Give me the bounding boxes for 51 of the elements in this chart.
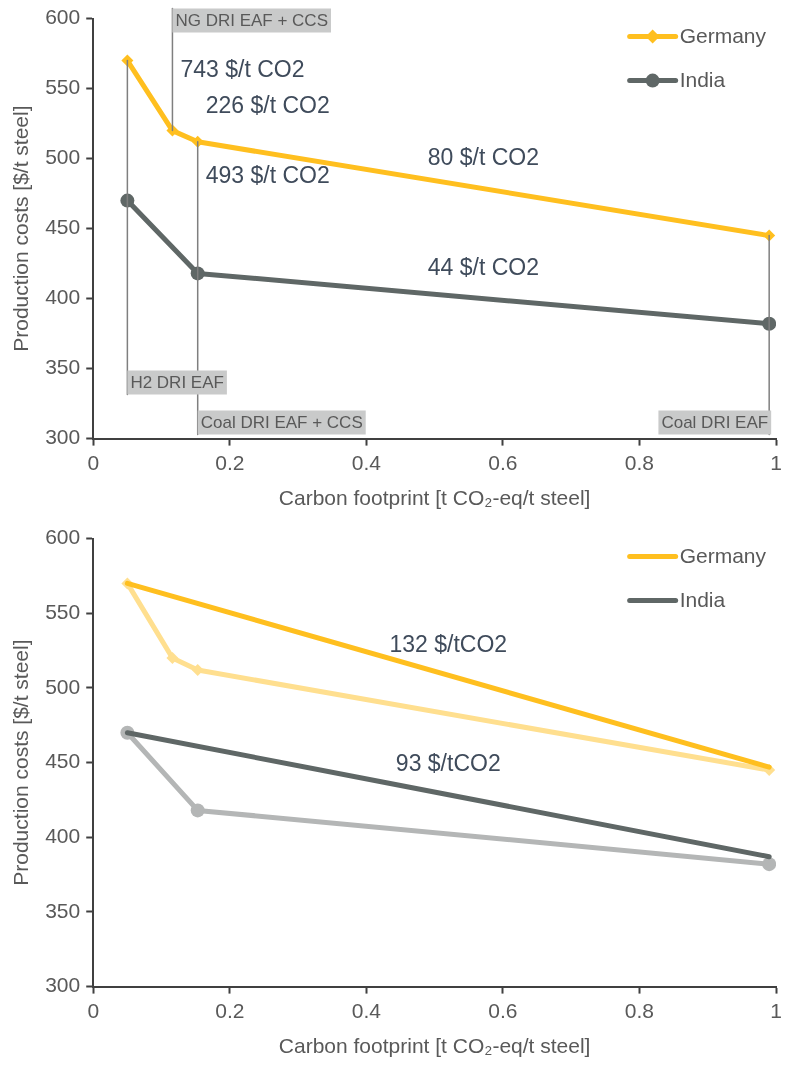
x-tick-label: 0.6	[488, 999, 518, 1022]
ref-line-label: NG DRI EAF + CCS	[175, 11, 328, 31]
legend-label: India	[679, 588, 726, 612]
legend-label: India	[679, 68, 726, 92]
point	[166, 652, 179, 665]
point	[762, 857, 776, 872]
annotation: 132 $/tCO2	[389, 630, 508, 657]
y-tick-label: 450	[45, 215, 81, 239]
y-tick-label: 600	[45, 525, 81, 549]
annotation: 44 $/t CO2	[427, 253, 540, 280]
x-tick-label: 0.4	[351, 451, 382, 474]
annotation: 226 $/t CO2	[205, 91, 330, 118]
legend-label: Germany	[679, 24, 767, 48]
x-axis-title: Carbon footprint [t CO₂-eq/t steel]	[278, 486, 591, 510]
ref-line-label: Coal DRI EAF + CCS	[200, 413, 363, 433]
ref-line-label: H2 DRI EAF	[130, 373, 224, 393]
y-tick-label: 550	[45, 75, 81, 99]
x-axis-title: Carbon footprint [t CO₂-eq/t steel]	[278, 1034, 591, 1058]
point	[121, 54, 134, 67]
annotation: 493 $/t CO2	[205, 161, 330, 188]
point	[166, 124, 179, 137]
point	[191, 664, 204, 677]
x-tick-label: 0.8	[624, 451, 655, 474]
x-tick-label: 0.6	[488, 451, 518, 474]
x-tick-label: 0.8	[624, 999, 655, 1022]
y-tick-label: 500	[45, 674, 81, 698]
x-tick-label: 0.4	[351, 999, 382, 1022]
x-tick-label: 1	[770, 451, 782, 474]
annotation: 80 $/t CO2	[427, 144, 540, 171]
annotation: 93 $/tCO2	[395, 750, 501, 777]
y-tick-label: 450	[45, 749, 81, 773]
x-tick-label: 0	[87, 999, 100, 1022]
y-tick-label: 300	[45, 425, 81, 449]
legend-label: Germany	[679, 544, 767, 568]
x-tick-label: 0.2	[215, 451, 245, 474]
y-tick-label: 350	[45, 898, 81, 922]
y-axis-title: Production costs [$/t steel]	[9, 105, 33, 352]
y-tick-label: 300	[45, 973, 81, 997]
y-tick-label: 350	[45, 355, 81, 379]
x-tick-label: 1	[770, 999, 782, 1022]
x-tick-label: 0.2	[215, 999, 245, 1022]
ref-line-label: Coal DRI EAF	[661, 413, 769, 433]
x-tick-label: 0	[87, 451, 100, 474]
y-tick-label: 550	[45, 600, 81, 624]
point	[190, 803, 205, 818]
y-tick-label: 500	[45, 145, 81, 169]
y-tick-label: 400	[45, 824, 81, 848]
annotation: 743 $/t CO2	[180, 55, 305, 82]
y-tick-label: 400	[45, 285, 81, 309]
y-axis-title: Production costs [$/t steel]	[9, 639, 33, 886]
y-tick-label: 600	[45, 5, 81, 29]
